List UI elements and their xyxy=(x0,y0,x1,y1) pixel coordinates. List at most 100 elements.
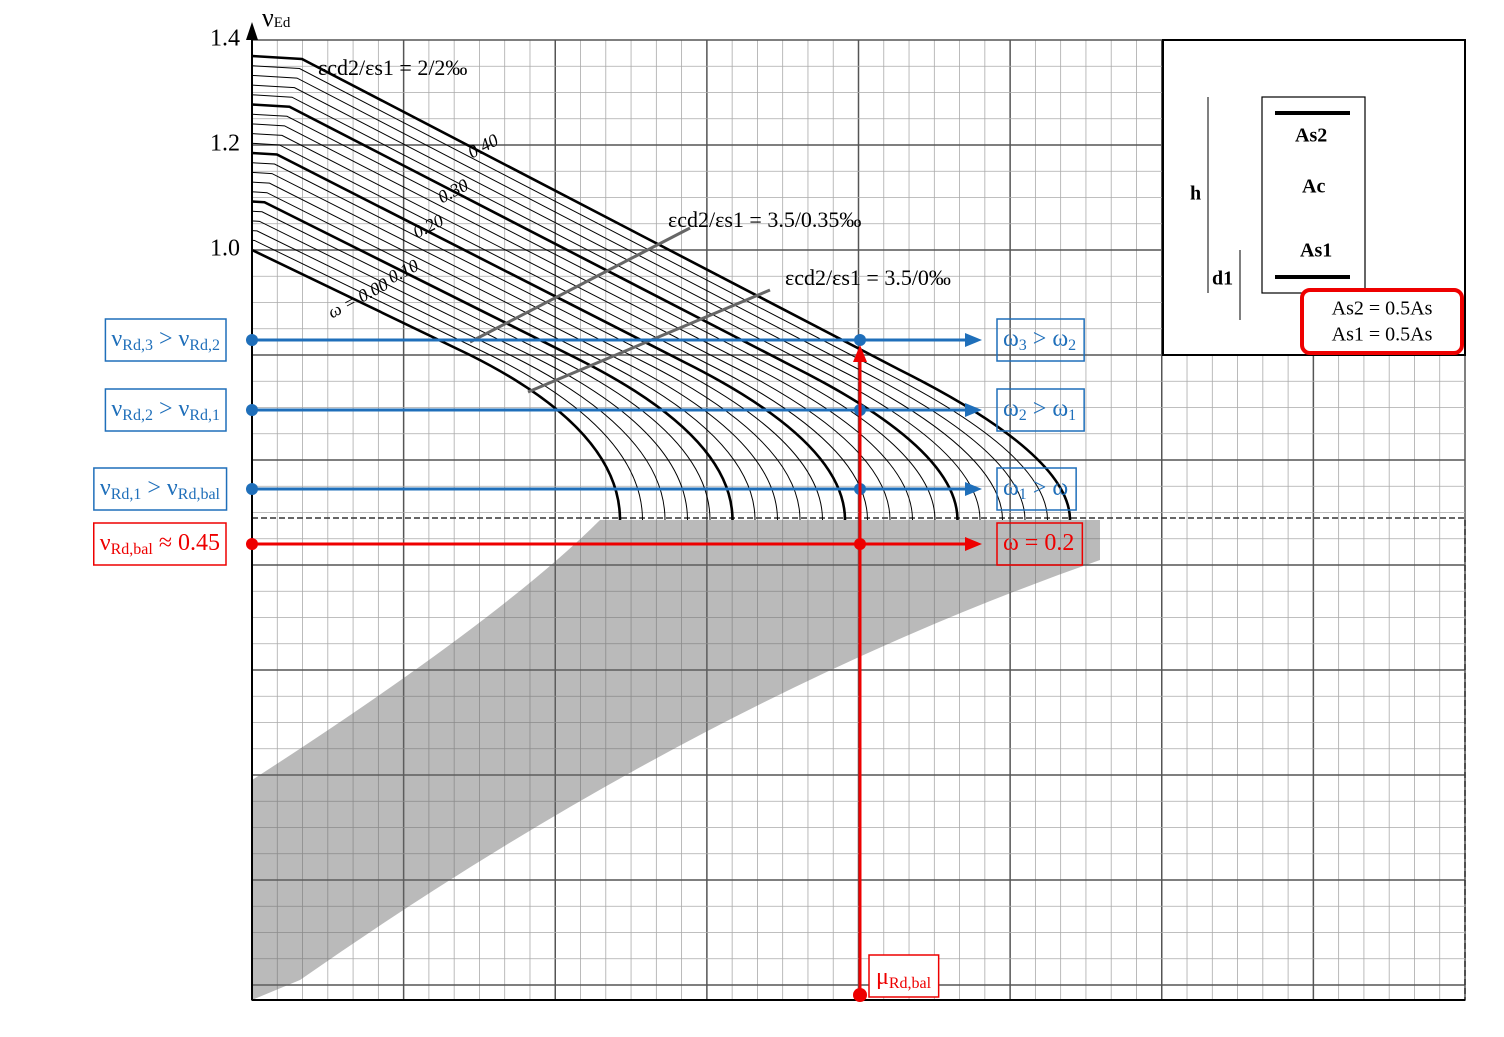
label-part: ω xyxy=(1003,396,1019,422)
annotation-label: ω3 > ω2 xyxy=(1003,326,1076,354)
label-box xyxy=(996,388,1085,432)
interaction-curve xyxy=(251,191,756,521)
y-tick-label: 1.0 xyxy=(210,236,240,262)
label-part: ν xyxy=(111,326,122,352)
y-tick-label: 1.4 xyxy=(210,26,240,52)
subscript: Rd,bal xyxy=(111,541,154,558)
interaction-curve xyxy=(251,74,1026,521)
annotation-label: νRd,3 > νRd,2 xyxy=(111,326,220,354)
subscript: Rd,3 xyxy=(122,337,153,354)
strain-label: εcd2/εs1 = 3.5/0.35‰ xyxy=(668,207,861,232)
subscript: Rd,bal xyxy=(178,486,221,503)
subscript: 3 xyxy=(1019,337,1027,354)
note-box xyxy=(1300,288,1464,355)
subscript: 1 xyxy=(1019,486,1027,503)
label-part: > ν xyxy=(141,475,178,501)
arrow-head xyxy=(965,482,982,496)
y-axis-label: νEd xyxy=(262,3,291,32)
annotation-label: ω1 > ω xyxy=(1003,475,1068,503)
annotation-label: μRd,bal xyxy=(876,964,932,992)
subscript: 2 xyxy=(1068,337,1076,354)
label-part: > ω xyxy=(1027,475,1068,501)
subscript: Rd,2 xyxy=(189,337,220,354)
interaction-curve xyxy=(251,133,891,521)
interaction-curve xyxy=(251,94,981,521)
interaction-curve xyxy=(251,54,1072,521)
interaction-curve xyxy=(251,103,959,521)
section-label: Ac xyxy=(1302,176,1325,198)
label-part: ≈ 0.45 xyxy=(153,530,220,556)
annotation-label: νRd,2 > νRd,1 xyxy=(111,396,220,424)
interaction-curve xyxy=(251,220,688,521)
arrow-head xyxy=(965,403,982,417)
subscript: 1 xyxy=(1068,407,1076,424)
interaction-curve xyxy=(251,113,936,521)
label-part: ω xyxy=(1003,475,1019,501)
guide-dot xyxy=(246,334,258,346)
section-label: As1 xyxy=(1300,240,1332,262)
section-label: h xyxy=(1190,183,1201,205)
label-box xyxy=(868,954,940,998)
strain-label: εcd2/εs1 = 3.5/0‰ xyxy=(785,265,951,290)
subscript: Rd,2 xyxy=(122,407,153,424)
interaction-curve xyxy=(251,65,1048,521)
guide-dot xyxy=(246,404,258,416)
label-box xyxy=(996,318,1085,362)
label-box xyxy=(996,522,1084,566)
y-tick-label: 1.2 xyxy=(210,131,240,157)
noisy-band xyxy=(252,520,1100,1000)
interaction-curve xyxy=(251,248,622,521)
strain-label: εcd2/εs1 = 2/2‰ xyxy=(318,55,467,80)
annotation-label: ω2 > ω1 xyxy=(1003,396,1076,424)
guide-dot xyxy=(246,538,258,550)
label-part: ν xyxy=(100,530,111,556)
note-text: As1 = 0.5As xyxy=(1332,324,1433,346)
guide-dot xyxy=(246,483,258,495)
subscript: Rd,bal xyxy=(889,975,932,992)
subscript: Rd,1 xyxy=(189,407,220,424)
annotation-label: νRd,bal ≈ 0.45 xyxy=(100,530,220,558)
interaction-curve xyxy=(251,162,823,521)
subscript: 2 xyxy=(1019,407,1027,424)
interaction-curve xyxy=(251,181,778,521)
y-axis-label-main: ν xyxy=(262,3,274,32)
interaction-curve xyxy=(251,200,734,521)
y-axis-arrow xyxy=(246,22,258,40)
strain-line xyxy=(469,226,691,344)
label-box xyxy=(93,522,227,566)
interaction-curve xyxy=(251,151,847,521)
arrow-head xyxy=(965,333,982,347)
y-axis-label-sub: Ed xyxy=(274,15,291,31)
label-part: ν xyxy=(111,396,122,422)
annotation-label: ω = 0.2 xyxy=(1003,530,1074,556)
label-part: ω xyxy=(1003,326,1019,352)
subscript: Rd,1 xyxy=(111,486,142,503)
label-part: > ω xyxy=(1027,396,1068,422)
interaction-curve xyxy=(251,239,643,521)
arrow-head xyxy=(853,345,867,362)
label-part: > ν xyxy=(153,396,190,422)
guide-dot xyxy=(854,334,866,346)
label-box xyxy=(93,467,228,511)
section-label: d1 xyxy=(1212,268,1233,290)
label-part: ω = 0.2 xyxy=(1003,530,1074,556)
label-box xyxy=(104,318,227,362)
label-box xyxy=(996,467,1077,511)
label-part: > ω xyxy=(1027,326,1068,352)
arrow-head xyxy=(965,537,982,551)
section-label: As2 xyxy=(1295,125,1327,147)
interaction-curve xyxy=(251,171,801,521)
guide-dot xyxy=(853,988,867,1002)
note-text: As2 = 0.5As xyxy=(1332,298,1433,320)
label-box xyxy=(104,388,227,432)
annotation-label: νRd,1 > νRd,bal xyxy=(100,475,221,503)
interaction-curve xyxy=(251,84,1003,521)
interaction-curve xyxy=(251,210,711,521)
interaction-curve xyxy=(251,230,666,521)
label-part: > ν xyxy=(153,326,190,352)
label-part: μ xyxy=(876,964,889,990)
interaction-curve xyxy=(251,142,868,521)
label-part: ν xyxy=(100,475,111,501)
